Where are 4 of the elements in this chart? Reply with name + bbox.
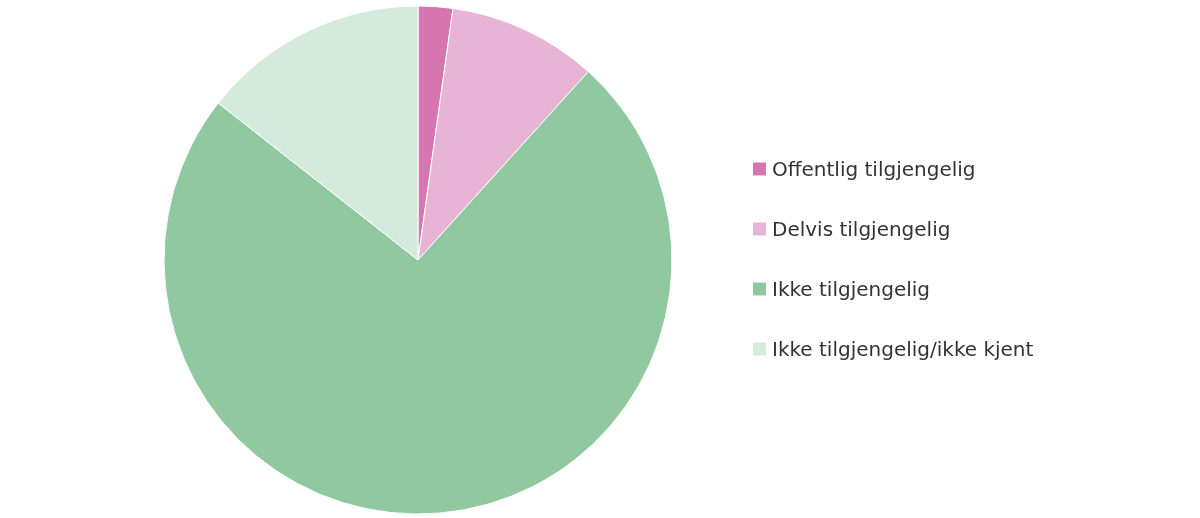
- legend-label: Ikke tilgjengelig: [772, 277, 931, 301]
- legend-label: Ikke tilgjengelig/ikke kjent: [772, 337, 1034, 361]
- legend-label: Offentlig tilgjengelig: [772, 157, 976, 181]
- legend-label: Delvis tilgjengelig: [772, 217, 951, 241]
